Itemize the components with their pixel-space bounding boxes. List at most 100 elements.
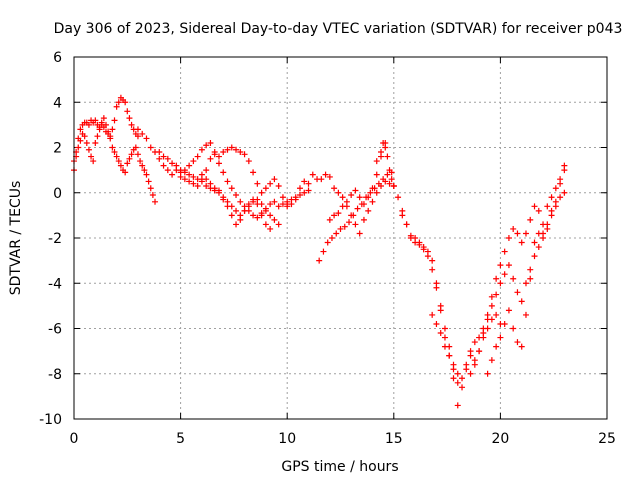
data-point (373, 171, 380, 178)
data-point (275, 203, 282, 210)
data-point (215, 187, 222, 194)
data-point (514, 339, 521, 346)
y-tick-label: 0 (53, 186, 62, 202)
data-point (92, 117, 99, 124)
data-point (335, 210, 342, 217)
data-point (557, 194, 564, 201)
data-point (224, 178, 231, 185)
data-point (139, 130, 146, 137)
data-point (365, 207, 372, 214)
data-point (237, 198, 244, 205)
data-point (124, 108, 131, 115)
y-tick-label: -10 (39, 412, 62, 428)
data-point (301, 178, 308, 185)
data-point (505, 262, 512, 269)
data-point (115, 158, 122, 165)
data-point (194, 182, 201, 189)
data-point (488, 357, 495, 364)
series-9 (326, 139, 389, 223)
data-point (284, 203, 291, 210)
data-point (292, 196, 299, 203)
data-point (518, 343, 525, 350)
data-point (384, 171, 391, 178)
series-1 (71, 121, 159, 205)
data-point (339, 203, 346, 210)
data-point (220, 149, 227, 156)
data-point (471, 339, 478, 346)
data-point (337, 225, 344, 232)
data-point (85, 146, 92, 153)
data-point (488, 293, 495, 300)
data-point (190, 158, 197, 165)
data-point (215, 153, 222, 160)
data-point (181, 167, 188, 174)
data-point (331, 212, 338, 219)
data-point (518, 239, 525, 246)
data-point (122, 169, 129, 176)
data-point (324, 239, 331, 246)
y-tick-label: -2 (48, 231, 62, 247)
data-point (416, 241, 423, 248)
data-point (544, 203, 551, 210)
data-point (350, 212, 357, 219)
data-point (181, 176, 188, 183)
data-point (471, 361, 478, 368)
data-point (535, 207, 542, 214)
data-point (309, 171, 316, 178)
x-axis-label: GPS time / hours (281, 459, 398, 475)
data-point (132, 144, 139, 151)
data-point (94, 133, 101, 140)
data-point (341, 223, 348, 230)
data-point (561, 162, 568, 169)
data-point (380, 176, 387, 183)
data-point (437, 330, 444, 337)
data-point (271, 176, 278, 183)
data-point (352, 221, 359, 228)
data-point (328, 235, 335, 241)
series-6 (284, 171, 321, 210)
data-point (296, 185, 303, 192)
data-point (552, 185, 559, 192)
data-point (544, 221, 551, 228)
data-point (527, 275, 534, 282)
data-point (497, 262, 504, 269)
series-12 (399, 212, 521, 409)
data-point (113, 103, 120, 110)
data-point (557, 180, 564, 187)
data-point (117, 162, 124, 169)
data-point (305, 180, 312, 187)
data-point (488, 302, 495, 309)
data-point (75, 144, 82, 151)
data-point (388, 176, 395, 183)
data-point (100, 124, 107, 131)
data-point (548, 212, 555, 219)
data-point (501, 271, 508, 278)
data-point (233, 146, 240, 153)
data-point (111, 117, 118, 124)
data-point (190, 180, 197, 187)
data-point (275, 221, 282, 228)
data-point (433, 284, 440, 291)
data-point (190, 173, 197, 180)
data-point (164, 167, 171, 174)
data-point (493, 343, 500, 350)
data-point (126, 115, 133, 122)
data-point (85, 121, 92, 128)
data-point (96, 126, 103, 133)
data-point (100, 115, 107, 122)
data-point (505, 235, 512, 241)
series-8 (316, 169, 395, 264)
data-point (522, 280, 529, 287)
data-point (107, 135, 114, 142)
data-point (382, 144, 389, 151)
data-point (463, 366, 470, 373)
data-point (527, 266, 534, 273)
data-point (250, 212, 257, 219)
data-point (476, 348, 483, 355)
data-point (237, 216, 244, 223)
data-point (320, 248, 327, 255)
data-point (373, 158, 380, 165)
series-3 (156, 149, 312, 219)
data-point (335, 189, 342, 196)
data-point (241, 207, 248, 214)
